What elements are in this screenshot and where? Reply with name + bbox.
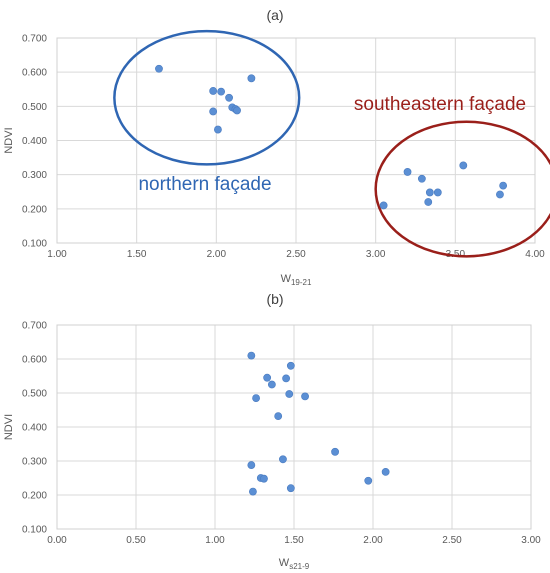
- panel-b-y-tick-label-0: 0.100: [22, 525, 47, 536]
- panel-a-y-tick-label-0: 0.100: [22, 239, 47, 250]
- panel-b-data-point-2: [263, 373, 272, 382]
- panel-a-x-tick-label-4: 3.00: [366, 249, 386, 260]
- panel-a-x-axis-title-sub: 19-21: [291, 278, 312, 287]
- panel-b-data-point-13: [260, 474, 268, 483]
- southeastern-facade-ellipse: [374, 120, 550, 258]
- panel-a-y-tick-label-2: 0.300: [22, 170, 47, 181]
- panel-b-y-tick-label-1: 0.200: [22, 491, 47, 502]
- panel-b-data-point-10: [247, 461, 256, 469]
- panel-b-tick-labels: 0.00 0.50 1.00 1.50 2.00 2.50 3.00 0.100 0.200 0.…: [22, 321, 541, 547]
- panel-a-data-point-0: [155, 64, 163, 73]
- panel-a-data-point-10: [379, 201, 388, 210]
- panel-b-data-point-14: [364, 476, 373, 485]
- panel-a-data-point-9: [247, 74, 256, 83]
- panel-b-y-tick-label-2: 0.300: [22, 457, 47, 468]
- panel-a-data-point-11: [403, 168, 412, 176]
- panel-a-gridlines: [56, 37, 536, 244]
- panel-a-data-point-14: [425, 188, 434, 197]
- panel-a-data-point-18: [499, 181, 508, 190]
- panel-b-data-point-17: [286, 484, 295, 493]
- panel-a-data-point-13: [424, 198, 433, 206]
- panel-a-y-tick-label-4: 0.500: [22, 102, 47, 113]
- panel-a-y-tick-label-3: 0.400: [22, 136, 47, 147]
- panel-b-data-point-0: [247, 351, 256, 360]
- panel-b-y-tick-label-6: 0.700: [22, 321, 47, 332]
- panel-b-data-point-16: [249, 487, 257, 496]
- panel-a-x-tick-label-3: 2.50: [286, 249, 306, 260]
- panel-b-gridlines: [56, 324, 532, 530]
- panel-b: (b) 0.00 0.50 1.00 1.50 2.00 2.50 3.00 0.100 0.2…: [3, 291, 541, 571]
- panel-a-data-point-7: [209, 107, 218, 116]
- panel-a-x-tick-label-5: 3.50: [446, 249, 466, 260]
- panel-a-data-point-6: [233, 106, 241, 115]
- panel-b-x-tick-label-3: 1.50: [284, 535, 304, 546]
- panel-a-x-tick-label-0: 1.00: [47, 249, 67, 260]
- southeastern-facade-label: southeastern façade: [354, 94, 526, 115]
- panel-b-data-point-1: [286, 361, 295, 370]
- panel-a-data-point-12: [417, 174, 426, 183]
- panel-a-x-axis-title-main: W: [281, 273, 292, 285]
- panel-a-x-axis-title: W19-21: [281, 273, 312, 287]
- panel-a-data-point-3: [225, 93, 233, 102]
- panel-a-label: (a): [266, 7, 283, 23]
- panel-b-data-point-7: [301, 392, 309, 401]
- panel-b-x-tick-label-6: 3.00: [521, 535, 541, 546]
- panel-b-x-axis-title-sub: s21-9: [289, 562, 310, 571]
- panel-a-y-axis-title: NDVI: [3, 127, 15, 153]
- panel-b-plot-area: [56, 324, 532, 530]
- panel-b-data-point-9: [331, 447, 339, 456]
- panel-b-data-point-5: [252, 394, 260, 402]
- panel-b-data-point-3: [282, 374, 290, 383]
- panel-a-points: [155, 64, 508, 210]
- panel-b-data-point-15: [381, 467, 390, 476]
- panel-a-y-tick-label-1: 0.200: [22, 204, 47, 215]
- panel-a-data-point-2: [217, 87, 226, 96]
- panel-a-x-tick-label-6: 4.00: [525, 249, 545, 260]
- panel-a-data-point-1: [209, 87, 218, 95]
- panel-b-y-tick-label-5: 0.600: [22, 355, 47, 366]
- panel-b-x-tick-label-1: 0.50: [126, 535, 146, 546]
- panel-a-y-tick-label-6: 0.700: [22, 34, 47, 45]
- panel-b-data-point-4: [267, 380, 276, 389]
- panel-a-x-tick-label-2: 2.00: [207, 249, 227, 260]
- panel-a-annotations: northern façade southeastern façade: [113, 29, 550, 258]
- panel-b-data-point-8: [274, 412, 283, 421]
- panel-b-y-tick-label-3: 0.400: [22, 423, 47, 434]
- northern-facade-ellipse: [113, 29, 301, 166]
- panel-a-data-point-8: [214, 125, 222, 134]
- panel-b-x-tick-label-4: 2.00: [363, 535, 383, 546]
- panel-a-data-point-17: [496, 190, 504, 199]
- panel-b-x-tick-label-5: 2.50: [442, 535, 462, 546]
- panel-a-tick-labels: 1.00 1.50 2.00 2.50 3.00 3.50 4.00 0.100 0.200 0.…: [22, 34, 545, 261]
- panel-b-data-point-6: [285, 390, 294, 398]
- panel-b-data-point-11: [279, 455, 287, 464]
- panel-b-x-tick-label-2: 1.00: [205, 535, 225, 546]
- panel-a: (a) 1.00 1.50 2.00 2.50 3.00 3.50 4.00 0.100 0.2…: [3, 7, 550, 287]
- panel-a-plot-area: [56, 37, 536, 244]
- panel-a-data-point-16: [459, 161, 468, 170]
- panel-b-x-tick-label-0: 0.00: [47, 535, 67, 546]
- panel-a-y-tick-label-5: 0.600: [22, 68, 47, 79]
- panel-b-points: [247, 351, 390, 496]
- northern-facade-label: northern façade: [138, 174, 271, 195]
- panel-b-label: (b): [266, 291, 283, 307]
- panel-a-x-tick-label-1: 1.50: [127, 249, 147, 260]
- panel-b-x-axis-title: Ws21-9: [279, 557, 310, 571]
- panel-b-y-tick-label-4: 0.500: [22, 389, 47, 400]
- panel-a-data-point-15: [433, 188, 442, 197]
- panel-b-x-axis-title-main: W: [279, 557, 290, 569]
- panel-b-y-axis-title: NDVI: [3, 414, 15, 440]
